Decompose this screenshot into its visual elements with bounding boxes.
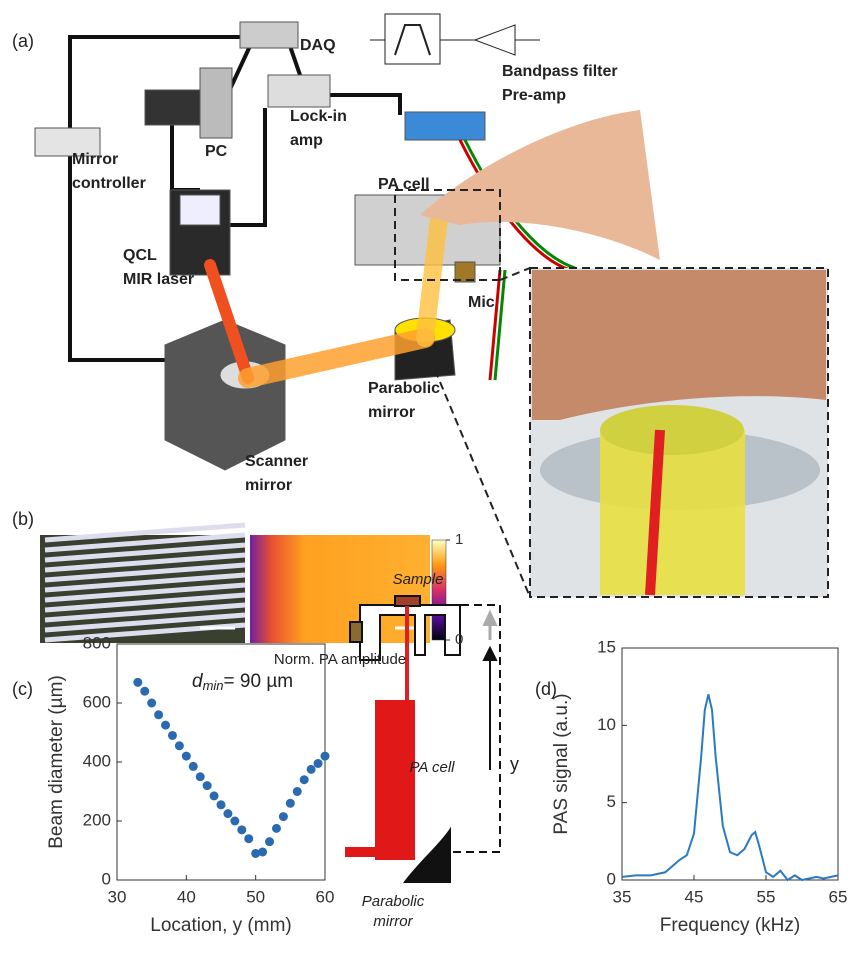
schematic-label: Parabolic [362,893,425,910]
setup-label: MIR laser [123,271,194,288]
colorbar [432,540,446,640]
data-point [272,824,281,833]
setup-label: Mic [468,294,495,311]
x-tick-label: 40 [177,887,196,906]
setup-label: QCL [123,247,157,264]
pa-cell-schematic [345,596,500,882]
colorbar-label: Norm. PA amplitude [274,651,406,668]
data-point [182,752,191,761]
x-tick-label: 30 [108,887,127,906]
x-axis-label: Frequency (kHz) [660,915,800,936]
schematic-label: Sample [393,571,444,588]
data-point [307,765,316,774]
annotation-text: = 90 µm [224,671,294,692]
y-tick-label: 10 [597,715,616,734]
data-point [175,741,184,750]
data-point [286,799,295,808]
setup-diagram [70,37,400,360]
setup-label: Parabolic [368,380,440,397]
setup-label: Mirror [72,151,118,168]
panel-label: (b) [12,509,34,529]
data-point [293,787,302,796]
x-tick-label: 45 [685,887,704,906]
data-point [154,710,163,719]
figure: (a)(b)(c)(d)DAQBandpass filterPre-ampPCL… [0,0,854,972]
data-point [265,837,274,846]
setup-label: mirror [245,477,292,494]
data-point [133,678,142,687]
x-tick-label: 55 [757,887,776,906]
colorbar-tick-label: 0 [455,631,463,648]
data-point [314,759,323,768]
y-tick-label: 0 [607,869,616,888]
setup-label: PC [205,143,228,160]
data-point [230,817,239,826]
data-point [279,812,288,821]
y-tick-label: 600 [83,692,111,711]
schematic-label: y [510,754,519,774]
data-point [244,834,253,843]
setup-label: amp [290,132,323,149]
annotation-subscript: min [203,678,224,693]
y-tick-label: 15 [597,637,616,656]
setup-label: controller [72,175,146,192]
y-tick-label: 0 [102,869,111,888]
data-line [622,694,838,880]
data-point [168,731,177,740]
panel-label: (c) [12,679,33,699]
x-tick-label: 60 [316,887,335,906]
equipment [35,14,540,470]
x-tick-label: 35 [613,887,632,906]
data-point [223,809,232,818]
y-axis-label: Beam diameter (µm) [46,675,67,849]
plot-frame [622,648,838,880]
x-tick-label: 65 [829,887,848,906]
setup-label: Scanner [245,453,308,470]
panel-label: (a) [12,31,34,51]
data-point [147,699,156,708]
setup-label: PA cell [378,176,430,193]
setup-label: Bandpass filter [502,63,618,80]
y-tick-label: 800 [83,633,111,652]
y-axis-label: PAS signal (a.u.) [551,693,572,834]
x-tick-label: 50 [246,887,265,906]
data-point [300,775,309,784]
y-tick-label: 5 [607,792,616,811]
microscope-image [40,525,245,643]
colorbar-tick-label: 1 [455,531,463,548]
schematic-label: PA cell [409,759,455,776]
data-point [196,772,205,781]
data-point [140,687,149,696]
data-point [258,847,267,856]
data-point [203,781,212,790]
setup-label: Pre-amp [502,87,566,104]
setup-label: mirror [368,404,415,421]
data-point [217,800,226,809]
data-point [161,721,170,730]
y-tick-label: 400 [83,751,111,770]
y-tick-label: 200 [83,810,111,829]
pa-image [250,535,430,643]
annotation: dmin= 90 µm [192,671,293,693]
data-point [321,752,330,761]
data-point [237,825,246,834]
setup-label: DAQ [300,37,336,54]
setup-label: Lock-in [290,108,347,125]
schematic-label: mirror [373,913,413,930]
data-point [189,762,198,771]
x-axis-label: Location, y (mm) [150,915,291,936]
data-point [210,791,219,800]
